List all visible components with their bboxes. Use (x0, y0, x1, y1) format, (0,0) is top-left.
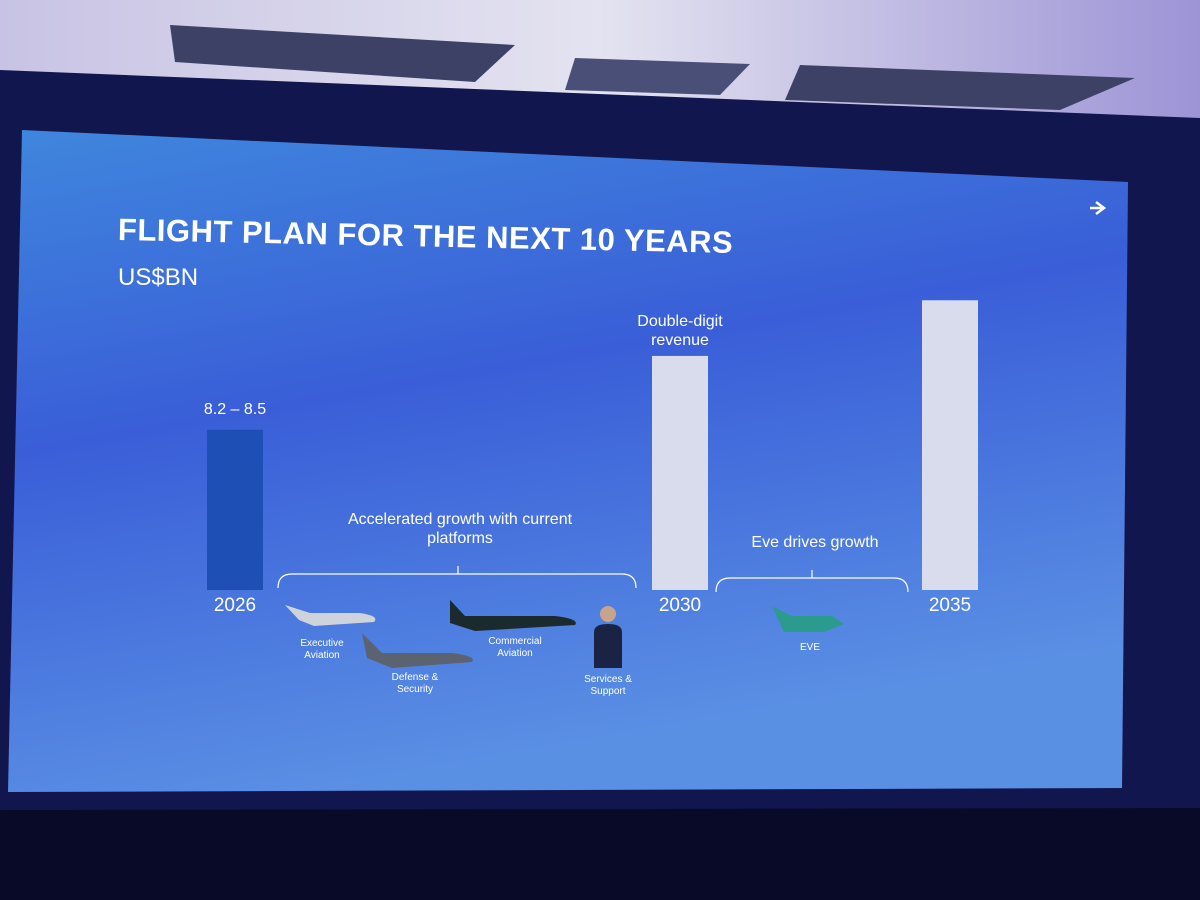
vent (170, 25, 515, 82)
annotation: Eve drives growth (751, 534, 879, 551)
bar (652, 355, 708, 590)
x-tick-label: 2035 (928, 595, 972, 616)
segment-label: Services & Support (584, 674, 632, 697)
evtol-icon (772, 606, 844, 632)
airliner-icon (450, 600, 576, 631)
vent (565, 58, 750, 95)
segment-label: Defense & Security (391, 672, 439, 695)
x-tick-label: 2030 (658, 595, 702, 616)
bracket (715, 570, 909, 593)
transport-icon (362, 633, 473, 668)
bar (207, 429, 263, 590)
segment-label: EVE (799, 642, 820, 653)
chart-subtitle: US$BN (118, 264, 199, 291)
x-tick-label: 2026 (213, 595, 257, 616)
bar (922, 300, 978, 590)
segment-label: Executive Aviation (300, 638, 344, 661)
person-icon (594, 624, 622, 668)
next-arrow (1090, 201, 1107, 215)
jet-icon (285, 605, 376, 626)
stage-floor (0, 808, 1200, 900)
annotation: Accelerated growth with current platform… (347, 511, 573, 547)
vent (785, 65, 1135, 110)
bracket (277, 566, 637, 589)
annotation: 8.2 – 8.5 (203, 401, 267, 418)
slide (8, 130, 1128, 792)
segment-label: Commercial Aviation (488, 636, 542, 659)
person-icon (600, 606, 616, 622)
annotation: Double-digit revenue (637, 313, 723, 349)
